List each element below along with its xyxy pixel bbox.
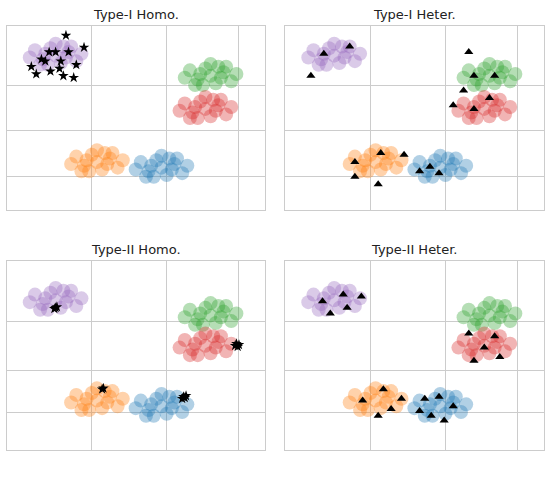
svg-text:Type-I Heter.: Type-I Heter. [373,7,456,22]
svg-text:Type-I Homo.: Type-I Homo. [93,7,179,22]
svg-text:Type-II Heter.: Type-II Heter. [371,242,458,257]
svg-text:Type-II Homo.: Type-II Homo. [91,242,181,257]
